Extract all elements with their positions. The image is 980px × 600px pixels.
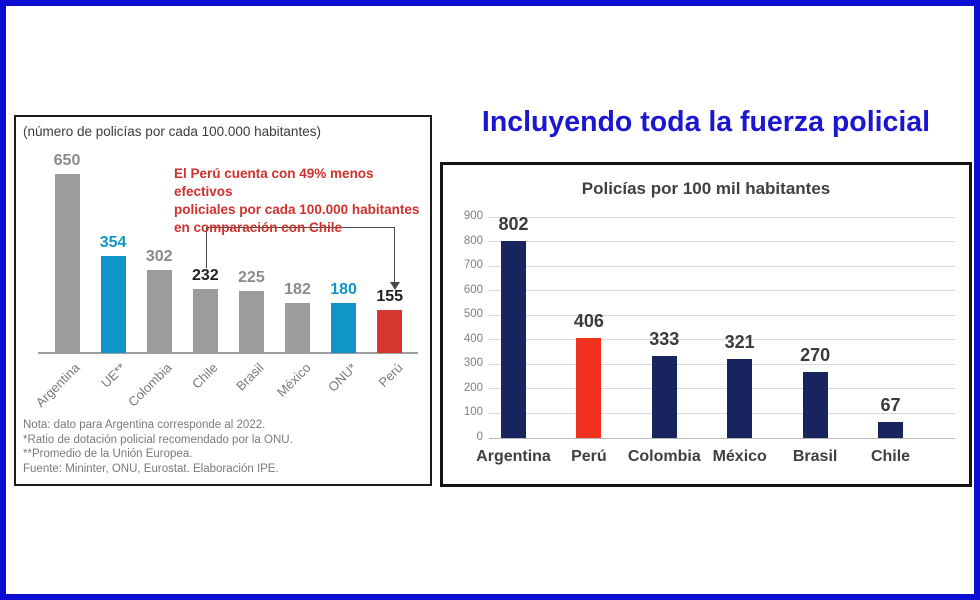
y-tick-label: 700 (463, 259, 483, 272)
x-axis-label: UE** (98, 360, 129, 391)
annotation-text: El Perú cuenta con 49% menos efectivos p… (174, 165, 430, 237)
bar-value-label: 155 (376, 288, 404, 305)
left-chart-plot: 650 Argentina 354 UE** 302 Colombia 232 Chile 22… (16, 117, 430, 410)
annotation-line: en comparación con Chile (174, 220, 343, 235)
footnotes: Nota: dato para Argentina corresponde al… (23, 418, 293, 477)
bar (501, 241, 526, 438)
x-axis-label: Chile (870, 448, 911, 465)
y-tick-label: 100 (463, 406, 483, 419)
footnote-line: Fuente: Mininter, ONU, Eurostat. Elabora… (23, 463, 279, 476)
bar (576, 338, 602, 438)
x-axis-label: Perú (375, 360, 406, 391)
bar-value-label: 406 (573, 311, 604, 331)
left-chart-panel: (número de policías por cada 100.000 hab… (14, 115, 432, 486)
right-chart-panel: Policías por 100 mil habitantes 0 100 200 3… (440, 162, 972, 487)
bar-value-label: 333 (649, 329, 680, 349)
bar (377, 310, 403, 353)
bar-value-label: 321 (724, 332, 755, 352)
footnote-line: **Promedio de la Unión Europea. (23, 448, 193, 461)
bar-value-label: 225 (238, 269, 265, 286)
y-tick-label: 400 (463, 332, 483, 345)
bar (192, 289, 218, 353)
y-tick-label: 600 (463, 283, 483, 296)
y-tick-label: 200 (463, 381, 483, 394)
bar-value-label: 232 (191, 267, 219, 284)
annotation-line: policiales por cada 100.000 habitantes (174, 202, 420, 217)
comparison-bracket (394, 227, 395, 283)
x-axis-label: Perú (571, 448, 607, 465)
y-tick-label: 300 (463, 357, 483, 370)
x-axis-label: Brasil (792, 448, 838, 465)
gridline (489, 437, 955, 439)
bar (146, 270, 172, 353)
footnote-line: *Ratio de dotación policial recomendado … (23, 433, 293, 446)
x-axis-label: ONU* (324, 360, 360, 395)
footnote-line: Nota: dato para Argentina corresponde al… (23, 419, 266, 431)
bar-value-label: 650 (53, 152, 81, 169)
x-axis-label: Argentina (32, 360, 83, 410)
gridline (489, 412, 955, 414)
y-tick-label: 800 (463, 234, 483, 247)
bar (802, 372, 828, 438)
bar-value-label: 354 (99, 234, 127, 251)
y-tick-label: 500 (463, 308, 483, 321)
gridline (489, 363, 955, 365)
y-tick-label: 900 (463, 210, 483, 222)
left-chart-title: (número de policías por cada 100.000 hab… (23, 124, 321, 139)
x-axis-label: México (712, 448, 767, 465)
bar (285, 303, 310, 353)
annotation-line: El Perú cuenta con 49% menos efectivos (174, 166, 374, 199)
gridline (489, 216, 955, 218)
bar (54, 174, 80, 353)
gridline (489, 388, 955, 390)
gridline (489, 339, 955, 341)
right-chart-title: Policías por 100 mil habitantes (581, 179, 831, 198)
bar-value-label: 180 (330, 281, 357, 298)
x-axis-label: Argentina (476, 448, 551, 465)
bar (727, 359, 753, 438)
gridline (489, 290, 955, 292)
right-chart-plot: 0 100 200 300 400 500 600 700 800 900 802 Argentina… (443, 165, 969, 484)
bar (100, 256, 126, 353)
bar (651, 356, 677, 438)
comparison-bracket (206, 227, 207, 268)
bar (331, 303, 357, 353)
bar-value-label: 67 (880, 395, 901, 415)
y-tick-label: 0 (476, 431, 483, 443)
x-axis-label: Colombia (125, 360, 175, 410)
bar-value-label: 182 (284, 281, 311, 298)
bar-value-label: 270 (800, 345, 831, 365)
gridline (489, 314, 955, 316)
bar-value-label: 802 (498, 214, 529, 234)
bar (238, 291, 264, 353)
x-axis-line (38, 352, 418, 354)
x-axis-label: Brasil (233, 360, 267, 394)
gridline (489, 241, 955, 243)
gridline (489, 265, 955, 267)
right-panel-title: Incluyendo toda la fuerza policial (481, 106, 931, 138)
arrow-down-icon (390, 282, 400, 290)
x-axis-label: Chile (189, 360, 221, 392)
x-axis-label: Colombia (627, 448, 701, 465)
x-axis-label: México (273, 360, 314, 400)
comparison-bracket (206, 227, 394, 228)
bar (878, 422, 903, 438)
bar-value-label: 302 (145, 248, 173, 265)
